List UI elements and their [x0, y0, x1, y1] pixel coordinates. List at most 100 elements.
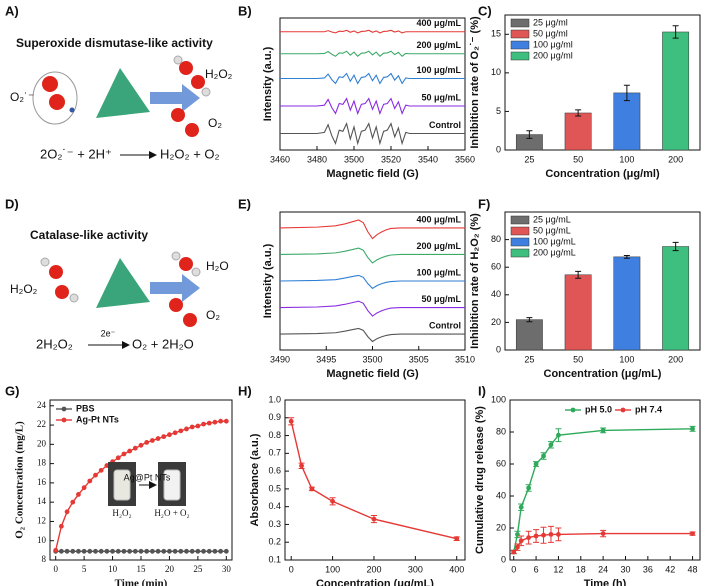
panel-label: H) [238, 383, 252, 398]
x-tick-label: 0 [289, 564, 294, 574]
x-tick-label: 48 [688, 564, 698, 574]
y-axis-label: Absorbance (a.u.) [249, 433, 261, 526]
x-tick-label: 12 [553, 564, 563, 574]
panel-label: E) [238, 196, 251, 211]
y-tick-label: 0 [501, 554, 506, 564]
y-tick-label: 40 [491, 289, 501, 299]
x-tick-label: 3500 [344, 154, 364, 164]
data-point [218, 548, 224, 554]
product-label: H₂O₂ [205, 67, 233, 81]
data-point [98, 467, 104, 473]
y-tick-label: 10 [37, 535, 47, 545]
data-point [518, 538, 524, 544]
x-tick-label: 400 [449, 564, 464, 574]
y-tick-label: 40 [496, 490, 506, 500]
x-tick-label: 3480 [307, 154, 327, 164]
error-bar [623, 84, 630, 102]
reactant-label: O₂˙⁻ [10, 90, 34, 104]
equation-right: H₂O₂ + O₂ [160, 146, 220, 161]
atom [179, 61, 193, 75]
y-tick-label: 10 [491, 67, 501, 77]
y-axis-label: Inhibition rate of H₂O₂ (%) [469, 213, 481, 349]
plot-frame [279, 17, 466, 151]
y-tick-label: 5 [496, 106, 501, 116]
y-tick-label: 100 [491, 394, 506, 404]
data-point [541, 453, 546, 459]
y-tick-label: 0.3 [268, 519, 281, 529]
plot-frame [504, 211, 701, 351]
legend-label: pH 7.4 [635, 404, 662, 414]
data-point [64, 548, 70, 554]
legend-label: PBS [76, 403, 95, 413]
y-axis-label: Intensity (a.u.) [262, 243, 274, 318]
data-point [132, 548, 138, 554]
legend-swatch [510, 40, 530, 50]
data-point [149, 548, 155, 554]
data-point [309, 486, 315, 492]
data-line [280, 29, 465, 34]
x-tick-label: 15 [137, 564, 147, 574]
data-line [290, 421, 457, 540]
x-tick-label: 30 [620, 564, 630, 574]
data-line [280, 97, 465, 116]
plot-frame [49, 399, 233, 561]
data-point [98, 548, 104, 554]
atom [169, 298, 183, 312]
data-point [93, 548, 98, 554]
nanozyme [96, 68, 150, 118]
x-tick-label: 200 [366, 564, 381, 574]
data-point [184, 548, 189, 554]
data-point [58, 523, 64, 529]
x-tick-label: 100 [325, 564, 340, 574]
data-point [138, 548, 144, 554]
y-tick-label: 0.8 [268, 430, 281, 440]
y-tick-label: 0.7 [268, 448, 281, 458]
data-point [330, 498, 335, 504]
data-point [201, 548, 206, 554]
series-label: 200 μg/mL [416, 40, 461, 50]
legend-label: 25 μg/ml [533, 17, 568, 27]
series-label: Control [429, 120, 461, 130]
data-line [279, 247, 465, 264]
equation-arrow-label: 2e⁻ [101, 328, 116, 338]
legend-swatch [510, 51, 530, 61]
y-tick-label: 20 [491, 317, 501, 327]
error-bar [575, 270, 582, 279]
data-point [121, 548, 127, 554]
panel-label: B) [238, 3, 252, 18]
series-label: 100 μg/mL [416, 267, 461, 277]
legend-marker [620, 407, 626, 413]
legend-marker [61, 417, 67, 423]
data-point [121, 451, 127, 457]
bar [613, 92, 641, 151]
x-tick-label: 10 [108, 564, 118, 574]
data-point [172, 430, 178, 436]
series-label: 200 μg/mL [416, 241, 461, 251]
data-point [132, 445, 138, 451]
data-line [55, 420, 227, 551]
series-label: 400 μg/mL [416, 18, 461, 28]
y-tick-label: 60 [491, 262, 501, 272]
error-bar [672, 241, 679, 252]
inset-label: Ag@Pt NTs [124, 472, 171, 482]
atom [191, 75, 205, 89]
x-tick-label: 50 [573, 354, 583, 364]
data-point [76, 548, 81, 554]
x-tick-label: 18 [576, 564, 586, 574]
x-axis-label: Time (min) [115, 578, 168, 586]
data-line [280, 121, 465, 146]
y-tick-label: 0.2 [268, 537, 281, 547]
data-point [206, 548, 212, 554]
error-bar [672, 25, 679, 39]
data-point [110, 548, 115, 554]
legend-label: 100 μg/mL [533, 236, 576, 246]
data-point [127, 548, 133, 554]
data-point [144, 548, 150, 554]
legend-label: 25 μg/mL [533, 214, 571, 224]
data-point [518, 504, 524, 510]
diagram-d: D) Catalase-like activity H₂O₂ H₂O O₂ 2H… [5, 196, 229, 351]
y-tick-label: 15 [491, 29, 501, 39]
x-tick-label: 36 [643, 564, 653, 574]
atom [42, 76, 58, 92]
data-point [167, 548, 172, 554]
